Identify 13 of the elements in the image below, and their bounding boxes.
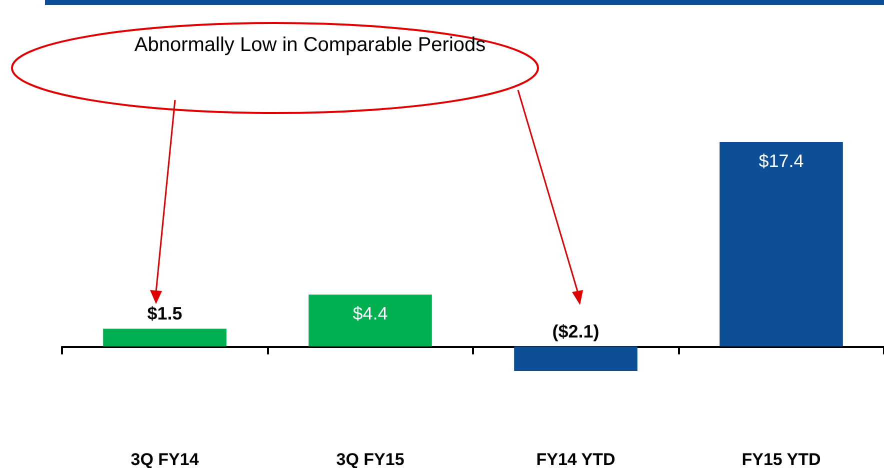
bar [308,294,432,346]
x-tick-label: FY15 YTD [742,450,821,468]
data-label: $1.5 [147,304,182,324]
data-label: ($2.1) [552,321,600,342]
x-tick-label: 3Q FY15 [336,450,404,468]
bar [514,346,638,371]
data-label: $4.4 [352,304,388,324]
data-label: $17.4 [758,151,804,171]
bar [103,328,226,346]
x-tick-label: 3Q FY14 [130,450,200,468]
text: Abnormally Low in Comparable Periods [133,33,487,57]
x-tick-label: FY14 YTD [536,450,616,468]
bar [720,142,843,346]
